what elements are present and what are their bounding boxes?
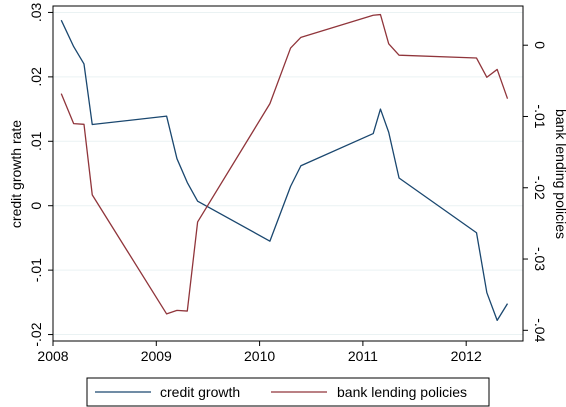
x-tick-label: 2009 bbox=[141, 348, 172, 364]
legend: credit growth bank lending policies bbox=[86, 377, 490, 407]
right-y-axis: -.04 -.03 -.02 -.01 0 bbox=[523, 41, 548, 343]
series-lines bbox=[60, 13, 509, 322]
right-tick-label: -.02 bbox=[532, 176, 548, 200]
left-y-axis: -.02 -.01 0 .01 .02 .03 bbox=[28, 3, 53, 347]
left-tick-label: 0 bbox=[28, 202, 44, 210]
right-tick-label: -.01 bbox=[532, 104, 548, 128]
legend-label-bank-lending-policies: bank lending policies bbox=[337, 384, 467, 400]
x-tick-label: 2008 bbox=[37, 348, 68, 364]
legend-label-credit-growth: credit growth bbox=[160, 384, 240, 400]
gridlines bbox=[53, 11, 523, 336]
left-tick-label: -.01 bbox=[28, 258, 44, 282]
left-tick-label: -.02 bbox=[28, 322, 44, 346]
right-tick-label: 0 bbox=[532, 41, 548, 49]
left-tick-label: .02 bbox=[28, 67, 44, 87]
x-tick-label: 2010 bbox=[244, 348, 275, 364]
right-tick-label: -.04 bbox=[532, 318, 548, 342]
x-axis: 2008 2009 2010 2011 2012 bbox=[37, 341, 482, 364]
x-tick-label: 2011 bbox=[348, 348, 378, 364]
series-line-credit-growth bbox=[60, 19, 509, 322]
left-axis-title: credit growth rate bbox=[8, 120, 24, 228]
left-tick-label: .03 bbox=[28, 3, 44, 23]
right-tick-label: -.03 bbox=[532, 247, 548, 271]
right-axis-title: bank lending policies bbox=[553, 109, 566, 239]
x-tick-label: 2012 bbox=[451, 348, 482, 364]
series-line-bank-lending-policies bbox=[60, 13, 509, 315]
left-tick-label: .01 bbox=[28, 131, 44, 151]
plot-frame bbox=[52, 5, 524, 342]
